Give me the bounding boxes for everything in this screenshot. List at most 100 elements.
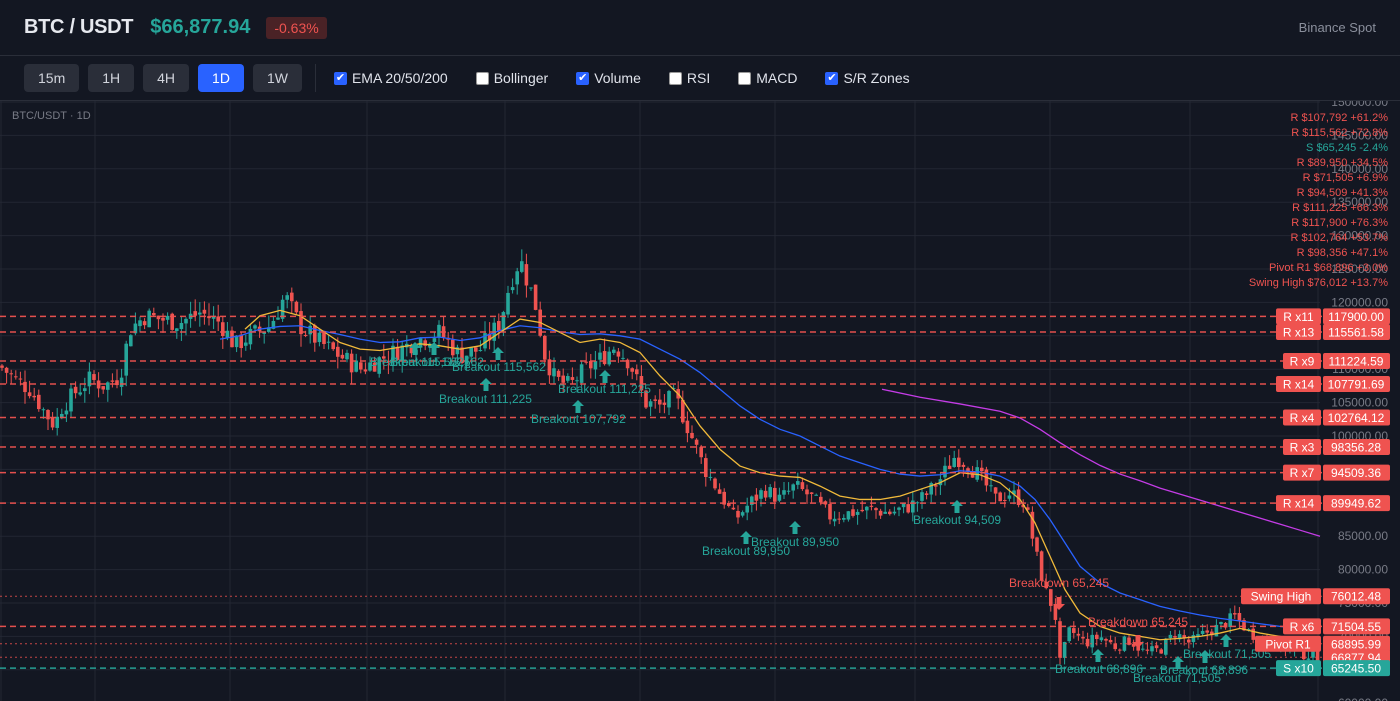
timeframe-1h-button[interactable]: 1H <box>88 64 135 92</box>
checkbox-unchecked-icon[interactable] <box>668 71 682 85</box>
breakout-arrow-icon <box>789 521 801 534</box>
breakout-arrow-icon <box>492 347 504 360</box>
breakout-arrow-icon <box>1220 634 1232 647</box>
symbol-title: BTC / USDT <box>24 16 134 38</box>
indicator-label: Volume <box>594 70 641 86</box>
checkbox-checked-icon[interactable]: ✔ <box>825 71 839 85</box>
svg-text:R $89,950 +34.5%: R $89,950 +34.5% <box>1297 157 1389 169</box>
indicator-s-r-zones-toggle[interactable]: ✔ S/R Zones <box>825 70 910 86</box>
svg-text:Pivot R1 $68,896 +3.0%: Pivot R1 $68,896 +3.0% <box>1269 262 1388 274</box>
svg-text:130000.00: 130000.00 <box>1331 229 1388 243</box>
svg-text:107791.69: 107791.69 <box>1328 377 1385 391</box>
signal-label: Breakout 89,950 <box>702 544 790 558</box>
svg-text:Swing High: Swing High <box>1251 590 1312 604</box>
breakout-arrow-icon <box>409 342 421 355</box>
signal-label: Breakout 107,792 <box>531 412 626 426</box>
signal-label: Breakout 71,505 <box>1133 671 1221 685</box>
sr-distance-list: R $107,792 +61.2% R $115,562 +72.8% S $65,… <box>1249 112 1388 289</box>
timeframe-15m-button[interactable]: 15m <box>24 64 80 92</box>
signal-label: Breakout 111,225 <box>558 382 651 396</box>
checkbox-unchecked-icon[interactable] <box>738 71 752 85</box>
svg-text:89949.62: 89949.62 <box>1331 497 1381 511</box>
signal-label: Breakout 68,896 <box>1055 662 1143 676</box>
indicator-macd-toggle[interactable]: MACD <box>738 70 797 86</box>
svg-text:105000.00: 105000.00 <box>1331 396 1388 410</box>
svg-text:R $102,764 +53.7%: R $102,764 +53.7% <box>1290 232 1388 244</box>
svg-text:R $117,900 +76.3%: R $117,900 +76.3% <box>1291 217 1388 229</box>
signal-label: Breakout 94,509 <box>913 513 1001 527</box>
svg-text:65245.50: 65245.50 <box>1331 662 1381 676</box>
svg-text:115561.58: 115561.58 <box>1328 326 1384 340</box>
timeframe-4h-button[interactable]: 4H <box>143 64 190 92</box>
svg-text:R $71,505 +6.9%: R $71,505 +6.9% <box>1303 172 1389 184</box>
chart-canvas[interactable]: 60000.0065000.0070000.0075000.0080000.00… <box>0 101 1400 701</box>
breakout-arrow-icon <box>740 531 752 544</box>
svg-text:85000.00: 85000.00 <box>1338 529 1388 543</box>
signal-label: Breakout 89,950 <box>751 535 839 549</box>
header: BTC / USDT $66,877.94 -0.63% Binance Spo… <box>0 0 1400 56</box>
exchange-label: Binance Spot <box>1298 20 1376 35</box>
signal-label: Breakout 115,562 <box>390 355 484 369</box>
svg-text:80000.00: 80000.00 <box>1338 563 1388 577</box>
svg-text:R x3: R x3 <box>1290 440 1315 454</box>
svg-text:98356.28: 98356.28 <box>1331 440 1381 454</box>
breakout-arrow-icon <box>1172 656 1184 669</box>
breakout-arrow-icon <box>951 500 963 513</box>
svg-text:S $65,245 -2.4%: S $65,245 -2.4% <box>1306 142 1388 154</box>
svg-text:111224.59: 111224.59 <box>1329 355 1384 369</box>
svg-text:R $115,562 +72.8%: R $115,562 +72.8% <box>1291 127 1388 139</box>
indicator-label: S/R Zones <box>843 70 910 86</box>
signal-label: Breakout 68,896 <box>1160 663 1248 677</box>
signal-label: Breakdown 65,245 <box>1009 576 1109 590</box>
svg-text:117900.00: 117900.00 <box>1328 310 1384 324</box>
signal-label: Breakout 115,562 <box>370 355 464 369</box>
candles <box>0 249 1320 668</box>
toolbar: 15m 1H 4H 1D 1W ✔ EMA 20/50/200 Bollinger ✔ Volu… <box>0 56 1400 100</box>
svg-text:125000.00: 125000.00 <box>1331 262 1388 276</box>
change-badge: -0.63% <box>266 16 327 39</box>
svg-text:135000.00: 135000.00 <box>1331 195 1388 209</box>
signal-label: Breakout 115,562 <box>452 360 546 374</box>
svg-text:60000.00: 60000.00 <box>1338 696 1388 701</box>
svg-text:140000.00: 140000.00 <box>1331 162 1388 176</box>
toolbar-divider <box>314 64 316 92</box>
svg-text:R x7: R x7 <box>1290 466 1315 480</box>
last-price: $66,877.94 <box>150 16 251 38</box>
svg-text:150000.00: 150000.00 <box>1331 101 1388 109</box>
indicator-group: ✔ EMA 20/50/200 Bollinger ✔ Volume RSI MACD ✔ S/… <box>333 70 938 86</box>
indicator-volume-toggle[interactable]: ✔ Volume <box>576 70 641 86</box>
indicator-ema-20-50-200-toggle[interactable]: ✔ EMA 20/50/200 <box>333 70 448 86</box>
signal-label: Breakout 71,505 <box>1183 647 1271 661</box>
checkbox-checked-icon[interactable]: ✔ <box>576 71 590 85</box>
breakdown-arrow-icon <box>1053 597 1065 610</box>
svg-text:Swing High $76,012 +13.7%: Swing High $76,012 +13.7% <box>1249 277 1388 289</box>
ema200-line <box>881 388 1321 537</box>
ema50-line <box>219 325 1321 633</box>
checkbox-unchecked-icon[interactable] <box>475 71 489 85</box>
breakout-arrow-icon <box>1092 649 1104 662</box>
svg-text:71504.55: 71504.55 <box>1331 620 1381 634</box>
signal-label: Breakdown 65,245 <box>1088 615 1188 629</box>
svg-text:94509.36: 94509.36 <box>1331 466 1381 480</box>
price-chart[interactable]: 60000.0065000.0070000.0075000.0080000.00… <box>0 100 1400 701</box>
timeframe-1w-button[interactable]: 1W <box>252 64 302 92</box>
indicator-bollinger-toggle[interactable]: Bollinger <box>475 70 548 86</box>
timeframe-1d-button[interactable]: 1D <box>198 64 244 92</box>
svg-text:102764.12: 102764.12 <box>1328 411 1385 425</box>
breakout-arrow-icon <box>572 400 584 413</box>
breakout-arrow-icon <box>480 378 492 391</box>
timeframe-group: 15m 1H 4H 1D 1W <box>24 64 311 92</box>
svg-text:R x14: R x14 <box>1283 377 1315 391</box>
indicator-label: EMA 20/50/200 <box>351 70 448 86</box>
breakout-arrow-icon <box>599 370 611 383</box>
checkbox-checked-icon[interactable]: ✔ <box>333 71 347 85</box>
svg-text:R x11: R x11 <box>1283 310 1314 324</box>
indicator-label: MACD <box>756 70 798 86</box>
svg-text:R x13: R x13 <box>1283 326 1315 340</box>
svg-text:76012.48: 76012.48 <box>1331 590 1381 604</box>
svg-text:Pivot R1: Pivot R1 <box>1265 637 1311 651</box>
svg-text:R x4: R x4 <box>1290 411 1315 425</box>
svg-text:R $98,356 +47.1%: R $98,356 +47.1% <box>1297 247 1389 259</box>
indicator-rsi-toggle[interactable]: RSI <box>668 70 710 86</box>
